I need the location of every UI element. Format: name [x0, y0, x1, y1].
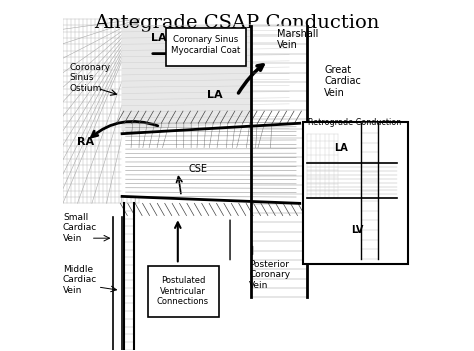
Text: LA: LA — [151, 33, 166, 43]
Polygon shape — [307, 163, 397, 198]
Polygon shape — [251, 26, 307, 297]
Polygon shape — [113, 217, 122, 350]
FancyBboxPatch shape — [165, 27, 246, 66]
Text: Postulated
Ventricular
Connections: Postulated Ventricular Connections — [157, 276, 209, 306]
Polygon shape — [122, 26, 289, 130]
Text: Antegrade CSAP Conduction: Antegrade CSAP Conduction — [94, 14, 380, 32]
Text: Posterior
Coronary
Vein: Posterior Coronary Vein — [249, 260, 290, 290]
Polygon shape — [122, 123, 300, 203]
Text: Coronary Sinus
Myocardial Coat: Coronary Sinus Myocardial Coat — [171, 35, 240, 55]
Text: Retrograde Conduction: Retrograde Conduction — [308, 118, 401, 127]
Text: CSE: CSE — [188, 164, 207, 173]
Text: Great
Cardiac
Vein: Great Cardiac Vein — [324, 65, 361, 98]
Polygon shape — [361, 123, 378, 259]
Bar — [63, 26, 314, 350]
Text: Small
Cardiac
Vein: Small Cardiac Vein — [63, 213, 97, 243]
Text: LA: LA — [207, 91, 222, 100]
Text: Middle
Cardiac
Vein: Middle Cardiac Vein — [63, 265, 97, 295]
Text: LV: LV — [351, 225, 364, 235]
FancyBboxPatch shape — [147, 266, 219, 317]
Text: RA: RA — [77, 138, 94, 147]
FancyBboxPatch shape — [303, 121, 408, 264]
Polygon shape — [124, 203, 134, 350]
Text: Coronary
Sinus
Ostium: Coronary Sinus Ostium — [70, 63, 111, 93]
Text: LA: LA — [335, 143, 348, 153]
Text: Marshall
Vein: Marshall Vein — [277, 29, 319, 51]
